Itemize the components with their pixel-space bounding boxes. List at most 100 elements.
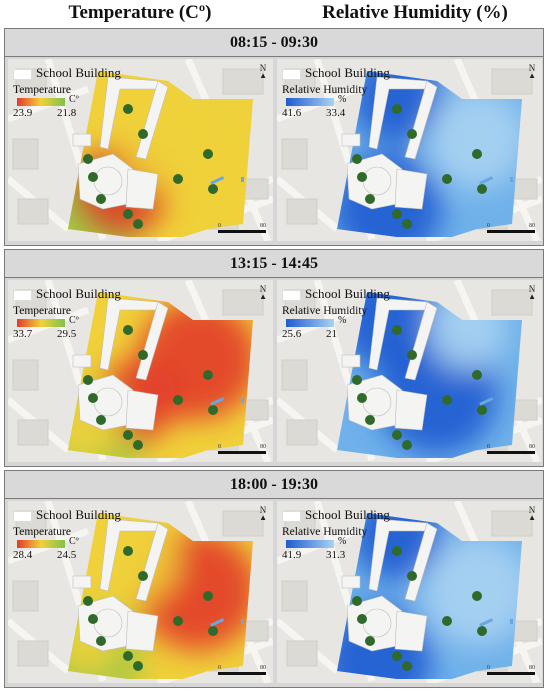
temperature-legend: School Building Temperature Cº 28.4 24.5: [13, 507, 121, 561]
scale-bar: 0 80: [218, 665, 266, 675]
temperature-map-panel: School Building Temperature Cº 23.9 21.8 N ▲ 0 8…: [8, 59, 273, 241]
tree-icon: [392, 104, 402, 114]
tree-icon: [472, 370, 482, 380]
tree-icon: [208, 184, 218, 194]
humidity-legend: School Building Relative Humidity% 41.9 31.…: [282, 507, 390, 561]
scale-end-label: 80: [260, 444, 266, 450]
school-building-label: School Building: [36, 286, 121, 301]
scale-end-label: 80: [260, 665, 266, 671]
tree-icon: [442, 395, 452, 405]
site-map: [8, 280, 273, 462]
tree-icon: [123, 430, 133, 440]
tree-icon: [138, 571, 148, 581]
school-building-swatch: [13, 289, 32, 301]
tree-icon: [365, 415, 375, 425]
tree-icon: [83, 375, 93, 385]
tree-icon: [402, 661, 412, 671]
school-building-swatch: [282, 68, 301, 80]
site-map: [277, 501, 542, 683]
tree-icon: [472, 591, 482, 601]
north-arrow-icon: N ▲: [259, 63, 267, 80]
site-map: [8, 501, 273, 683]
legend-min-value: 33.4: [326, 107, 346, 119]
legend-max-value: 23.9: [13, 107, 33, 119]
tree-icon: [203, 370, 213, 380]
tree-icon: [392, 325, 402, 335]
school-building-label: School Building: [305, 507, 390, 522]
site-map: [277, 59, 542, 241]
tree-icon: [407, 571, 417, 581]
school-building-label: School Building: [36, 507, 121, 522]
tree-icon: [402, 440, 412, 450]
tree-icon: [442, 174, 452, 184]
tree-icon: [352, 596, 362, 606]
tree-icon: [203, 149, 213, 159]
tree-icon: [357, 614, 367, 624]
scale-start-label: 0: [487, 223, 490, 229]
tree-icon: [402, 219, 412, 229]
scale-start-label: 0: [487, 444, 490, 450]
north-arrow-icon: N ▲: [259, 284, 267, 301]
legend-min-value: 21: [326, 328, 337, 340]
scale-bar: 0 80: [487, 223, 535, 233]
legend-max-value: 41.9: [282, 549, 302, 561]
tree-icon: [208, 626, 218, 636]
tree-icon: [352, 154, 362, 164]
school-building-label: School Building: [305, 65, 390, 80]
legend-max-value: 33.7: [13, 328, 33, 340]
scale-end-label: 80: [260, 223, 266, 229]
unit-label: %: [338, 536, 347, 547]
site-map: [277, 280, 542, 462]
unit-label: %: [338, 94, 347, 105]
legend-title: Relative Humidity: [282, 526, 368, 538]
north-arrow-icon: N ▲: [528, 63, 536, 80]
unit-label: Cº: [69, 94, 79, 105]
north-label: N: [528, 284, 536, 294]
scale-bar: 0 80: [487, 444, 535, 454]
north-arrow-icon: N ▲: [528, 505, 536, 522]
humidity-map-panel: School Building Relative Humidity% 41.9 31.…: [277, 501, 542, 683]
temperature-legend: School Building Temperature Cº 33.7 29.5: [13, 286, 121, 340]
north-arrow-icon: N ▲: [259, 505, 267, 522]
tree-icon: [133, 219, 143, 229]
tree-icon: [83, 596, 93, 606]
scale-end-label: 80: [529, 444, 535, 450]
legend-min-value: 24.5: [57, 549, 77, 561]
period-section-2: 13:15 - 14:45 School Building Temperature…: [4, 249, 544, 467]
color-ramp: [17, 98, 65, 106]
legend-title: Temperature: [13, 84, 71, 96]
tree-icon: [365, 194, 375, 204]
tree-icon: [83, 154, 93, 164]
tree-icon: [407, 350, 417, 360]
north-label: N: [259, 284, 267, 294]
color-ramp: [17, 319, 65, 327]
tree-icon: [133, 440, 143, 450]
humidity-map-panel: School Building Relative Humidity% 25.6 21 N…: [277, 280, 542, 462]
temperature-legend: School Building Temperature Cº 23.9 21.8: [13, 65, 121, 119]
school-building-swatch: [13, 510, 32, 522]
school-building-swatch: [13, 68, 32, 80]
unit-label: Cº: [69, 315, 79, 326]
tree-icon: [357, 172, 367, 182]
tree-icon: [133, 661, 143, 671]
period-section-3: 18:00 - 19:30 School Building Temperature…: [4, 470, 544, 688]
tree-icon: [477, 626, 487, 636]
temperature-map-panel: School Building Temperature Cº 28.4 24.5 N ▲ 0 8…: [8, 501, 273, 683]
legend-title: Temperature: [13, 526, 71, 538]
color-ramp: [17, 540, 65, 548]
tree-icon: [138, 350, 148, 360]
tree-icon: [392, 546, 402, 556]
period-label: 13:15 - 14:45: [5, 250, 543, 278]
color-ramp: [286, 319, 334, 327]
unit-label: %: [338, 315, 347, 326]
legend-min-value: 31.3: [326, 549, 346, 561]
color-ramp: [286, 540, 334, 548]
scale-end-label: 80: [529, 665, 535, 671]
tree-icon: [123, 325, 133, 335]
period-label: 08:15 - 09:30: [5, 29, 543, 57]
tree-icon: [203, 591, 213, 601]
tree-icon: [88, 172, 98, 182]
legend-title: Relative Humidity: [282, 305, 368, 317]
school-building-swatch: [282, 289, 301, 301]
north-label: N: [259, 63, 267, 73]
